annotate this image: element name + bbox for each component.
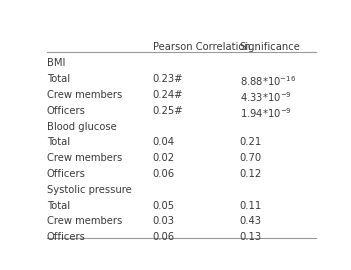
Text: Officers: Officers xyxy=(47,169,86,179)
Text: BMI: BMI xyxy=(47,58,65,68)
Text: 0.43: 0.43 xyxy=(240,216,262,226)
Text: 0.23#: 0.23# xyxy=(153,74,183,84)
Text: 0.12: 0.12 xyxy=(240,169,262,179)
Text: Crew members: Crew members xyxy=(47,90,122,100)
Text: 0.05: 0.05 xyxy=(153,201,175,211)
Text: 0.70: 0.70 xyxy=(240,153,262,163)
Text: Pearson Correlation: Pearson Correlation xyxy=(153,42,250,52)
Text: 0.04: 0.04 xyxy=(153,137,175,147)
Text: 0.06: 0.06 xyxy=(153,232,175,242)
Text: 4.33$*10^{-9}$: 4.33$*10^{-9}$ xyxy=(240,90,292,104)
Text: 0.21: 0.21 xyxy=(240,137,262,147)
Text: 8.88$*10^{-16}$: 8.88$*10^{-16}$ xyxy=(240,74,296,88)
Text: Significance: Significance xyxy=(240,42,300,52)
Text: 0.24#: 0.24# xyxy=(153,90,183,100)
Text: Officers: Officers xyxy=(47,232,86,242)
Text: 0.02: 0.02 xyxy=(153,153,175,163)
Text: 0.25#: 0.25# xyxy=(153,106,183,116)
Text: 0.06: 0.06 xyxy=(153,169,175,179)
Text: 0.13: 0.13 xyxy=(240,232,262,242)
Text: 0.11: 0.11 xyxy=(240,201,262,211)
Text: Total: Total xyxy=(47,74,70,84)
Text: Total: Total xyxy=(47,201,70,211)
Text: Crew members: Crew members xyxy=(47,216,122,226)
Text: 0.03: 0.03 xyxy=(153,216,175,226)
Text: Total: Total xyxy=(47,137,70,147)
Text: Blood glucose: Blood glucose xyxy=(47,122,116,131)
Text: Crew members: Crew members xyxy=(47,153,122,163)
Text: Officers: Officers xyxy=(47,106,86,116)
Text: Systolic pressure: Systolic pressure xyxy=(47,185,131,195)
Text: 1.94$*10^{-9}$: 1.94$*10^{-9}$ xyxy=(240,106,292,120)
